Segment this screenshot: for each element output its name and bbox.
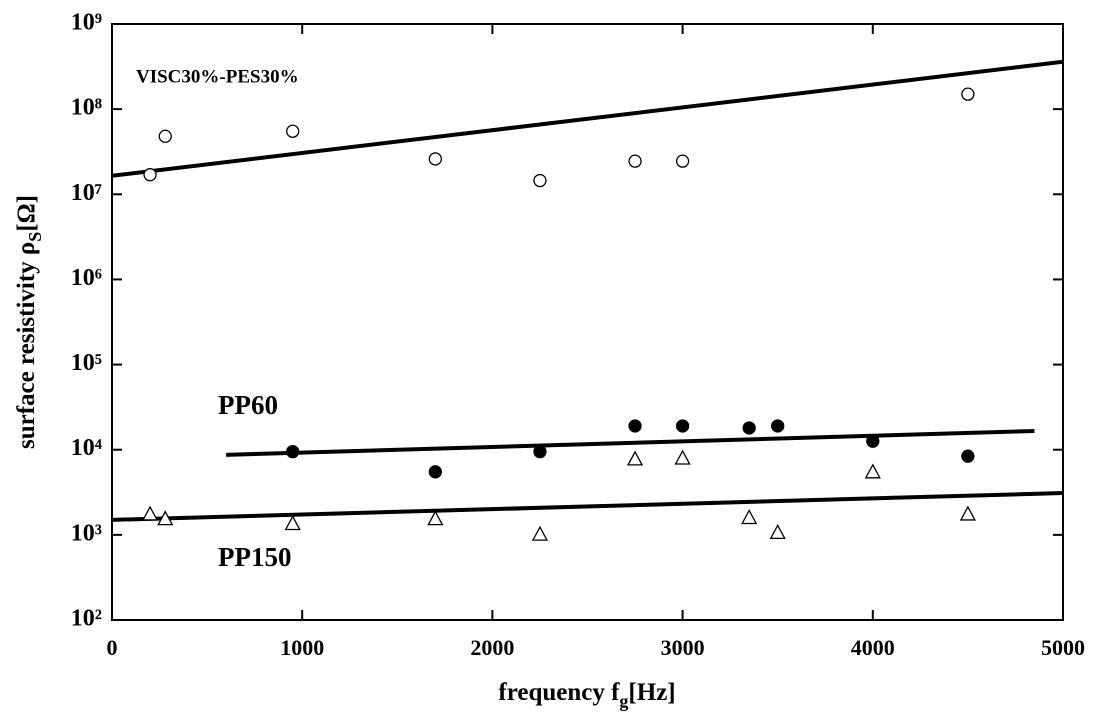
fit-line — [112, 491, 1063, 522]
point — [742, 421, 756, 435]
point — [157, 510, 174, 526]
x-tick-label: 2000 — [470, 635, 514, 660]
plot-area — [112, 11, 1063, 541]
y-tick-label: 10⁴ — [71, 435, 102, 461]
x-tick-label: 4000 — [851, 635, 895, 660]
point — [864, 463, 881, 479]
point — [675, 154, 690, 168]
point — [961, 87, 975, 101]
point — [675, 419, 690, 433]
y-tick-label: 10⁵ — [71, 350, 102, 376]
point — [428, 465, 442, 479]
x-tick-label: 5000 — [1041, 635, 1085, 660]
series-label: PP150 — [218, 542, 292, 572]
y-tick-label: 10⁶ — [71, 265, 102, 291]
point — [771, 419, 785, 433]
point — [961, 449, 975, 463]
series-label: PP60 — [218, 390, 278, 420]
y-tick-label: 10⁸ — [71, 95, 102, 121]
point — [427, 510, 444, 526]
point — [143, 168, 157, 182]
x-label-sub: g — [619, 691, 628, 711]
point — [628, 419, 642, 433]
point — [533, 173, 547, 188]
point — [286, 124, 300, 138]
point — [286, 444, 300, 459]
point — [772, 11, 784, 23]
point — [743, 11, 755, 23]
point — [141, 505, 159, 521]
point — [741, 509, 758, 525]
x-axis-label: frequency fg[Hz] — [498, 679, 675, 711]
point — [428, 152, 442, 166]
y-axis-label: surface resistivity ρS[Ω] — [13, 195, 45, 449]
point — [531, 525, 549, 541]
point — [284, 515, 301, 531]
y-label-tail: [Ω] — [13, 195, 40, 232]
fit-line — [112, 59, 1063, 178]
plot-frame — [111, 23, 1064, 621]
y-tick-label: 10⁹ — [71, 10, 102, 36]
x-label-tail: [Hz] — [628, 679, 675, 706]
y-label-text: surface resistivity ρ — [13, 242, 40, 449]
point — [674, 449, 691, 465]
series-label: VISC30%-PES30% — [136, 66, 299, 87]
y-tick-label: 10² — [71, 606, 102, 632]
point — [626, 450, 644, 466]
y-label-sub: S — [25, 232, 45, 242]
x-tick-label: 1000 — [280, 635, 324, 660]
point — [959, 505, 976, 521]
point — [769, 523, 786, 540]
y-tick-label: 10⁷ — [71, 180, 102, 206]
point — [628, 154, 642, 168]
x-tick-label: 0 — [107, 635, 118, 660]
point — [533, 444, 547, 459]
point — [158, 129, 172, 143]
x-label-text: frequency f — [498, 679, 620, 706]
y-tick-label: 10³ — [71, 520, 102, 546]
fit-line — [226, 428, 1035, 457]
point — [866, 434, 880, 448]
x-tick-label: 3000 — [661, 635, 705, 660]
